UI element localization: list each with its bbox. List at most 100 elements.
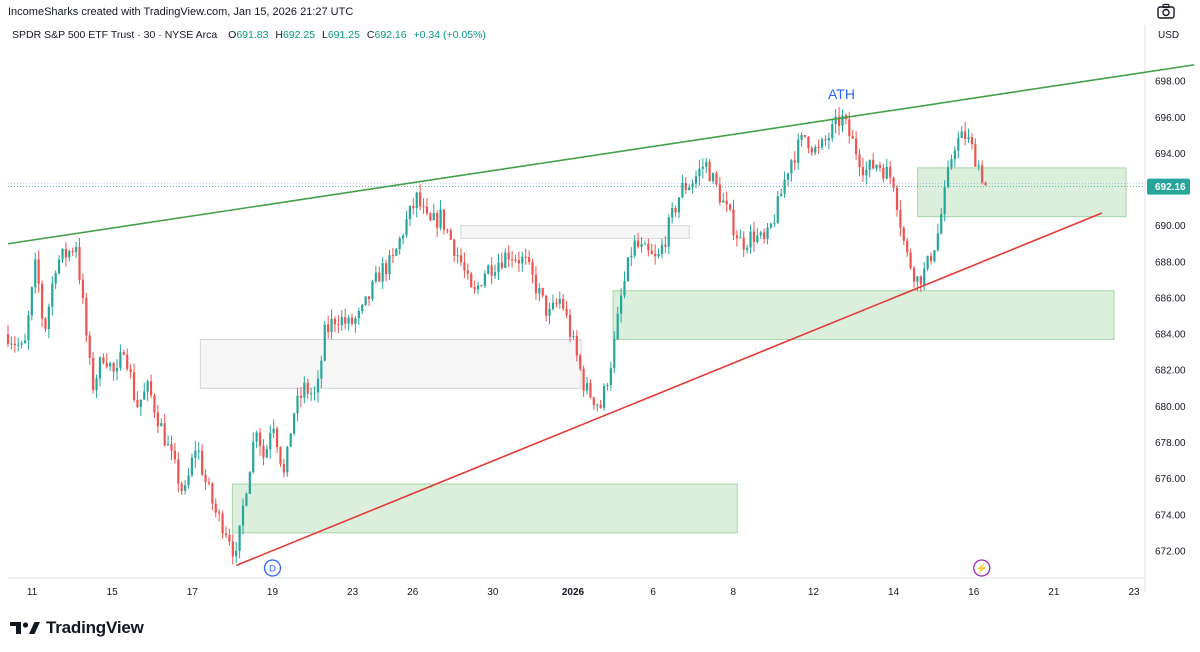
- candle-body: [381, 263, 384, 282]
- candle-body: [817, 147, 820, 149]
- candle-body: [241, 505, 245, 526]
- candle-body: [306, 382, 309, 394]
- candle-body: [820, 139, 824, 148]
- candle-body: [824, 139, 827, 141]
- candle-body: [44, 318, 47, 329]
- candle-body: [773, 222, 776, 224]
- event-marker[interactable]: ⚡: [973, 559, 991, 577]
- candle-body: [23, 340, 27, 344]
- candle-body: [534, 274, 538, 294]
- support-line: [236, 212, 1103, 567]
- resistance-line: [7, 64, 1195, 245]
- candle-body: [810, 148, 813, 153]
- candle-body: [800, 134, 803, 140]
- candle-body: [432, 212, 435, 221]
- candle-body: [459, 255, 463, 263]
- x-tick-label: 11: [27, 587, 38, 598]
- candle-body: [354, 318, 357, 324]
- candle-body: [422, 206, 425, 208]
- x-tick-label: 21: [1048, 587, 1060, 598]
- candle-body: [718, 184, 721, 203]
- candle-body: [878, 164, 882, 168]
- candle-body: [425, 206, 429, 214]
- y-tick-label: 680.00: [1155, 402, 1186, 413]
- candle-body: [37, 259, 40, 284]
- close-label: C: [366, 29, 375, 41]
- candle-body: [858, 154, 861, 168]
- candle-body: [698, 168, 701, 177]
- candle-body: [34, 259, 37, 288]
- candle-body: [252, 441, 255, 472]
- candle-body: [572, 335, 575, 337]
- x-tick-label: 14: [888, 587, 900, 598]
- candle-body: [473, 287, 476, 290]
- candle-body: [711, 173, 715, 182]
- change-value: +0.34 (+0.05%): [413, 29, 486, 41]
- candle-body: [694, 176, 698, 184]
- candle-body: [163, 423, 166, 446]
- candle-body: [350, 317, 354, 324]
- candle-body: [30, 287, 33, 316]
- candle-body: [606, 384, 609, 387]
- candle-body: [514, 259, 517, 261]
- candle-body: [214, 503, 217, 513]
- candle-body: [442, 209, 446, 230]
- candle-body: [112, 363, 115, 372]
- candle-body: [855, 138, 858, 155]
- last-price-tag: [1147, 178, 1190, 195]
- candle-body: [408, 205, 412, 220]
- candle-body: [20, 343, 23, 345]
- candle-body: [562, 298, 565, 309]
- x-tick-label: 19: [267, 587, 279, 598]
- symbol-legend: SPDR S&P 500 ETF Trust · 30 · NYSE Arca …: [12, 29, 490, 41]
- candle-body: [677, 197, 681, 213]
- candle-body: [953, 150, 956, 160]
- candle-body: [885, 166, 888, 179]
- candle-body: [807, 136, 810, 149]
- candle-body: [892, 177, 895, 188]
- candle-body: [865, 169, 868, 176]
- candle-body: [912, 267, 916, 282]
- candle-body: [57, 259, 61, 273]
- currency-label[interactable]: USD: [1158, 30, 1180, 41]
- candle-body: [609, 368, 612, 385]
- candle-body: [708, 161, 711, 182]
- candle-body: [929, 256, 933, 262]
- candle-body: [681, 183, 684, 198]
- y-tick-label: 696.00: [1155, 113, 1186, 124]
- event-marker-label: ⚡: [976, 563, 988, 575]
- candle-body: [981, 165, 984, 183]
- x-tick-label: 30: [487, 587, 499, 598]
- high-value: 692.25: [282, 29, 316, 41]
- x-tick-label: 6: [650, 587, 656, 598]
- candle-body: [548, 308, 551, 316]
- candle-body: [964, 131, 967, 139]
- x-tick-label: 26: [407, 587, 419, 598]
- candle-body: [10, 343, 13, 345]
- candle-body: [902, 227, 905, 241]
- candle-body: [221, 513, 224, 534]
- close-value: 692.16: [374, 29, 407, 41]
- ath-annotation: ATH: [828, 86, 855, 102]
- candle-body: [555, 302, 558, 304]
- candle-body: [735, 235, 738, 239]
- candle-body: [279, 447, 282, 465]
- candle-body: [347, 317, 350, 324]
- dividend-marker[interactable]: D: [263, 559, 282, 577]
- x-tick-label: 17: [187, 587, 199, 598]
- candle-body: [282, 464, 285, 473]
- candle-body: [68, 251, 71, 258]
- candle-body: [504, 252, 507, 268]
- candle-body: [739, 237, 742, 239]
- candle-body: [602, 386, 606, 408]
- candle-body: [235, 550, 238, 557]
- demand-zone-top: [917, 167, 1127, 218]
- candle-body: [166, 444, 170, 446]
- candle-body: [446, 229, 449, 231]
- camera-icon[interactable]: [1156, 3, 1176, 21]
- supply-zone-grey-2: [460, 225, 690, 239]
- candle-body: [950, 159, 953, 168]
- candle-body: [837, 116, 841, 127]
- candle-body: [40, 283, 44, 319]
